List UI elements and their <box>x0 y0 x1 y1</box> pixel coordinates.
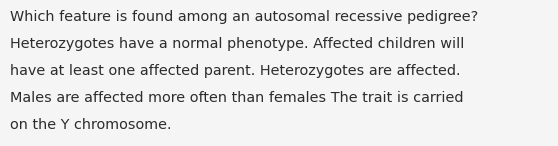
Text: Males are affected more often than females The trait is carried: Males are affected more often than femal… <box>10 91 464 105</box>
Text: Which feature is found among an autosomal recessive pedigree?: Which feature is found among an autosoma… <box>10 10 478 24</box>
Text: have at least one affected parent. Heterozygotes are affected.: have at least one affected parent. Heter… <box>10 64 460 78</box>
Text: on the Y chromosome.: on the Y chromosome. <box>10 118 171 132</box>
Text: Heterozygotes have a normal phenotype. Affected children will: Heterozygotes have a normal phenotype. A… <box>10 37 464 51</box>
